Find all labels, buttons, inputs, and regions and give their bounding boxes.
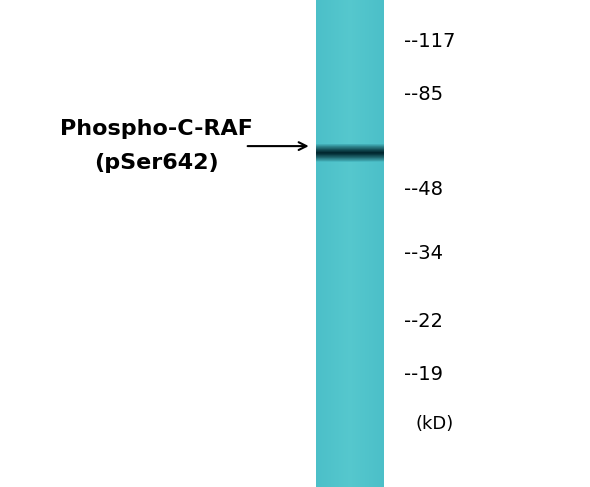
Text: (kD): (kD) bbox=[416, 415, 454, 432]
Text: --22: --22 bbox=[404, 312, 443, 331]
Text: Phospho-C-RAF: Phospho-C-RAF bbox=[60, 119, 253, 139]
Text: (pSer642): (pSer642) bbox=[94, 153, 219, 173]
Text: --85: --85 bbox=[404, 85, 443, 105]
Text: --19: --19 bbox=[404, 365, 443, 385]
Text: --48: --48 bbox=[404, 180, 443, 200]
Text: --34: --34 bbox=[404, 244, 443, 263]
Text: --117: --117 bbox=[404, 32, 455, 51]
